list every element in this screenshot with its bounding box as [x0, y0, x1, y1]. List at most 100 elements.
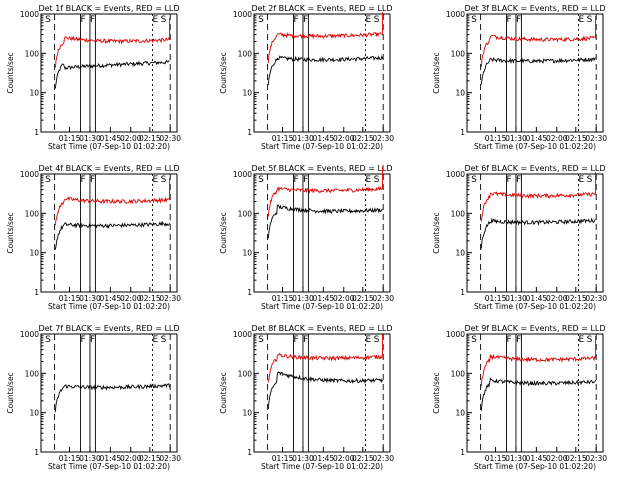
event-marker-label: F: [516, 175, 521, 185]
event-marker-label: S: [258, 15, 264, 25]
x-axis-label: Start Time (07-Sep-10 01:02:20): [48, 142, 170, 151]
event-marker-label: F: [506, 175, 511, 185]
x-tick-label: 01:15: [485, 454, 507, 463]
x-tick-label: 02:15: [139, 294, 161, 303]
event-marker-label: E: [153, 335, 159, 345]
series-line-lld: [480, 353, 596, 387]
event-marker-label: S: [161, 15, 167, 25]
y-tick-label: 1000: [20, 10, 39, 19]
x-tick-label: 02:15: [352, 454, 374, 463]
x-tick-label: 02:00: [546, 134, 568, 143]
x-tick-label: 01:30: [79, 134, 101, 143]
event-marker-label: E: [366, 335, 372, 345]
y-tick-label: 1000: [233, 10, 252, 19]
y-axis-label: Counts/sec: [219, 372, 228, 413]
x-tick-label: 01:45: [313, 454, 335, 463]
y-tick-label: 1000: [446, 330, 465, 339]
y-axis-label: Counts/sec: [219, 52, 228, 93]
y-tick-label: 1000: [20, 170, 39, 179]
plot-frame: [466, 333, 604, 453]
y-tick-label: 1: [34, 128, 39, 137]
series-line-events: [54, 220, 170, 250]
chart-title: Det 3f BLACK = Events, RED = LLD: [464, 4, 605, 13]
x-tick-label: 02:30: [585, 294, 607, 303]
x-tick-label: 02:00: [333, 454, 355, 463]
event-marker-label: E: [579, 335, 585, 345]
event-marker-label: E: [366, 15, 372, 25]
event-marker-label: F: [90, 15, 95, 25]
chart-panel-4: Det 4f BLACK = Events, RED = LLD 1 10 100 10…: [6, 164, 181, 311]
x-axis-label: Start Time (07-Sep-10 01:02:20): [261, 142, 383, 151]
event-marker-label: S: [258, 335, 264, 345]
chart-panel-9: Det 9f BLACK = Events, RED = LLD 1 10 100 10…: [432, 324, 607, 471]
x-tick-label: 01:45: [526, 134, 548, 143]
y-tick-label: 100: [25, 209, 40, 218]
event-marker-label: E: [366, 175, 372, 185]
x-tick-label: 01:30: [505, 134, 527, 143]
event-marker-label: F: [293, 175, 298, 185]
plot-frame: [40, 173, 178, 293]
x-tick-label: 01:15: [59, 294, 81, 303]
plot-frame: [466, 173, 604, 293]
series-line-lld: [54, 35, 170, 68]
y-tick-label: 10: [242, 409, 252, 418]
x-tick-label: 01:15: [272, 454, 294, 463]
series-line-lld: [267, 32, 383, 64]
event-marker-label: S: [587, 335, 593, 345]
y-tick-label: 100: [451, 369, 466, 378]
event-marker-label: F: [303, 335, 308, 345]
y-tick-label: 10: [29, 249, 39, 258]
x-tick-label: 01:15: [272, 134, 294, 143]
x-axis-label: Start Time (07-Sep-10 01:02:20): [474, 462, 596, 471]
event-marker-label: S: [587, 175, 593, 185]
chart-title: Det 1f BLACK = Events, RED = LLD: [38, 4, 179, 13]
series-line-lld: [480, 34, 596, 67]
event-marker-label: S: [45, 175, 51, 185]
event-marker-label: E: [579, 175, 585, 185]
chart-panel-7: Det 7f BLACK = Events, RED = LLD 1 10 100 10…: [6, 324, 181, 471]
x-tick-label: 01:30: [505, 454, 527, 463]
y-tick-label: 100: [451, 49, 466, 58]
x-tick-label: 01:15: [485, 294, 507, 303]
y-tick-label: 10: [242, 89, 252, 98]
x-tick-label: 01:15: [59, 454, 81, 463]
chart-panel-6: Det 6f BLACK = Events, RED = LLD 1 10 100 10…: [432, 164, 607, 311]
series-line-events: [267, 54, 383, 86]
x-tick-label: 02:00: [120, 294, 142, 303]
event-marker-label: E: [153, 175, 159, 185]
y-axis-label: Counts/sec: [6, 212, 15, 253]
chart-panel-2: Det 2f BLACK = Events, RED = LLD 1 10 100 10…: [219, 4, 394, 151]
chart-title: Det 9f BLACK = Events, RED = LLD: [464, 324, 605, 333]
event-marker-label: S: [161, 335, 167, 345]
x-tick-label: 02:15: [565, 294, 587, 303]
x-tick-label: 01:30: [292, 454, 314, 463]
chart-title: Det 7f BLACK = Events, RED = LLD: [38, 324, 179, 333]
x-tick-label: 02:15: [565, 454, 587, 463]
event-marker-label: F: [90, 335, 95, 345]
series-line-lld: [267, 352, 383, 383]
x-tick-label: 02:00: [120, 454, 142, 463]
x-tick-label: 01:45: [313, 134, 335, 143]
chart-title: Det 8f BLACK = Events, RED = LLD: [251, 324, 392, 333]
event-marker-label: S: [258, 175, 264, 185]
event-marker-label: S: [45, 15, 51, 25]
y-tick-label: 1000: [233, 330, 252, 339]
y-tick-label: 10: [455, 89, 465, 98]
x-tick-label: 01:30: [79, 294, 101, 303]
event-marker-label: F: [303, 15, 308, 25]
y-tick-label: 1: [460, 448, 465, 457]
chart-title: Det 5f BLACK = Events, RED = LLD: [251, 164, 392, 173]
plot-frame: [40, 13, 178, 133]
x-axis-label: Start Time (07-Sep-10 01:02:20): [261, 302, 383, 311]
x-axis-label: Start Time (07-Sep-10 01:02:20): [48, 462, 170, 471]
x-tick-label: 02:30: [159, 134, 181, 143]
y-tick-label: 10: [29, 409, 39, 418]
y-tick-label: 1: [247, 288, 252, 297]
x-axis-label: Start Time (07-Sep-10 01:02:20): [474, 302, 596, 311]
y-axis-label: Counts/sec: [219, 212, 228, 253]
chart-title: Det 6f BLACK = Events, RED = LLD: [464, 164, 605, 173]
y-tick-label: 1: [460, 288, 465, 297]
x-tick-label: 01:30: [292, 294, 314, 303]
event-marker-label: F: [80, 175, 85, 185]
